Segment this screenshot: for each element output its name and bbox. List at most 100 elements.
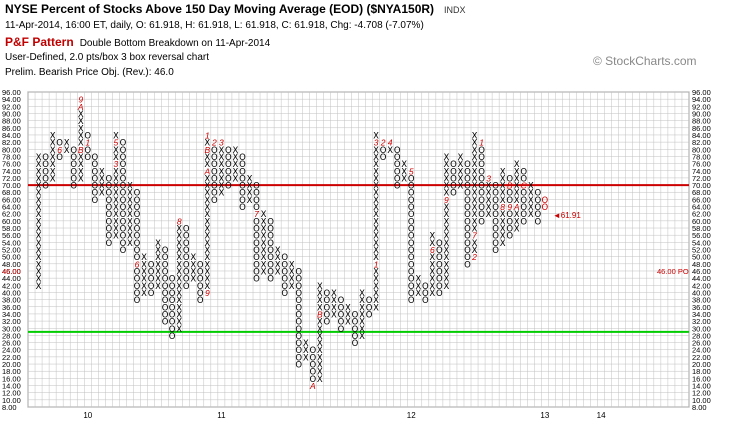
o-mark: O	[120, 174, 127, 184]
x-mark: X	[458, 182, 464, 192]
y-tick-left: 38.00	[2, 296, 21, 305]
o-mark: O	[464, 225, 471, 235]
o-mark: O	[436, 239, 443, 249]
x-mark: X	[218, 174, 224, 184]
x-mark: X	[78, 110, 84, 120]
y-tick-left: 18.00	[2, 367, 21, 376]
o-mark: O	[134, 282, 141, 292]
o-mark: O	[253, 217, 260, 227]
x-mark: X	[500, 174, 506, 184]
o-mark: O	[436, 289, 443, 299]
o-mark: O	[478, 160, 485, 170]
x-mark: X	[443, 239, 449, 249]
x-mark: X	[247, 174, 253, 184]
x-mark: X	[443, 232, 449, 242]
month-marker: 3	[114, 159, 119, 169]
month-marker: A	[203, 166, 210, 176]
o-mark: O	[408, 239, 415, 249]
month-marker: 1	[205, 130, 210, 140]
y-tick-right: 16.00	[692, 374, 711, 383]
x-mark: X	[458, 160, 464, 170]
x-mark: X	[500, 182, 506, 192]
x-mark: X	[443, 282, 449, 292]
y-tick-right: 80.00	[692, 145, 711, 154]
x-mark: X	[50, 139, 56, 149]
o-mark: O	[506, 196, 513, 206]
x-mark: X	[373, 182, 379, 192]
x-mark: X	[261, 253, 267, 263]
x-mark: X	[514, 167, 520, 177]
o-mark: O	[91, 167, 98, 177]
o-mark: O	[120, 246, 127, 256]
x-mark: X	[113, 210, 119, 220]
o-mark: O	[162, 282, 169, 292]
o-mark: O	[450, 182, 457, 192]
o-mark: O	[464, 182, 471, 192]
o-mark: O	[366, 296, 373, 306]
o-mark: O	[162, 310, 169, 320]
o-mark: O	[422, 282, 429, 292]
o-mark: O	[169, 296, 176, 306]
y-tick-right: 82.00	[692, 138, 711, 147]
o-mark: O	[408, 246, 415, 256]
x-mark: X	[472, 239, 478, 249]
o-mark: O	[309, 375, 316, 385]
x-mark: X	[500, 189, 506, 199]
o-mark: O	[450, 167, 457, 177]
x-mark: X	[303, 346, 309, 356]
o-mark: O	[211, 146, 218, 156]
x-mark: X	[317, 368, 323, 378]
o-mark: O	[148, 275, 155, 285]
x-mark: X	[99, 189, 105, 199]
o-mark: O	[295, 346, 302, 356]
o-mark: O	[520, 174, 527, 184]
x-mark: X	[289, 260, 295, 270]
x-mark: X	[204, 260, 210, 270]
o-mark: O	[148, 289, 155, 299]
o-mark: O	[295, 332, 302, 342]
x-mark: X	[331, 310, 337, 320]
x-mark: X	[317, 282, 323, 292]
x-mark: X	[472, 189, 478, 199]
o-mark: O	[42, 160, 49, 170]
y-tick-left: 40.00	[2, 288, 21, 297]
month-marker: 3	[486, 173, 491, 183]
x-mark: X	[458, 167, 464, 177]
x-mark: X	[387, 146, 393, 156]
o-mark: O	[134, 210, 141, 220]
x-mark: X	[317, 375, 323, 385]
y-tick-right: 56.00	[692, 231, 711, 240]
x-mark: X	[36, 167, 42, 177]
pf-pattern-label: P&F Pattern	[5, 35, 74, 49]
o-mark: O	[450, 160, 457, 170]
month-marker: A	[77, 102, 84, 112]
x-mark: X	[155, 239, 161, 249]
x-mark: X	[36, 246, 42, 256]
x-mark: X	[261, 217, 267, 227]
o-mark: O	[464, 174, 471, 184]
x-mark: X	[359, 303, 365, 313]
o-mark: O	[295, 275, 302, 285]
y-tick-right: 72.00	[692, 174, 711, 183]
o-mark: O	[169, 325, 176, 335]
o-mark: O	[211, 174, 218, 184]
o-mark: O	[408, 174, 415, 184]
x-mark: X	[50, 167, 56, 177]
x-mark: X	[50, 160, 56, 170]
x-mark: X	[127, 225, 133, 235]
o-mark: O	[380, 146, 387, 156]
o-mark: O	[239, 160, 246, 170]
o-mark: O	[464, 189, 471, 199]
o-mark: O	[120, 217, 127, 227]
y-tick-right: 64.00	[692, 203, 711, 212]
x-mark: X	[78, 139, 84, 149]
month-marker: 6	[57, 145, 62, 155]
y-tick-left: 8.00	[2, 403, 17, 412]
o-mark: O	[91, 153, 98, 163]
chart-title-text: NYSE Percent of Stocks Above 150 Day Mov…	[5, 2, 435, 16]
o-mark: O	[295, 361, 302, 371]
x-mark: X	[472, 174, 478, 184]
o-mark: O	[239, 174, 246, 184]
o-mark: O	[520, 203, 527, 213]
x-mark: X	[359, 325, 365, 335]
